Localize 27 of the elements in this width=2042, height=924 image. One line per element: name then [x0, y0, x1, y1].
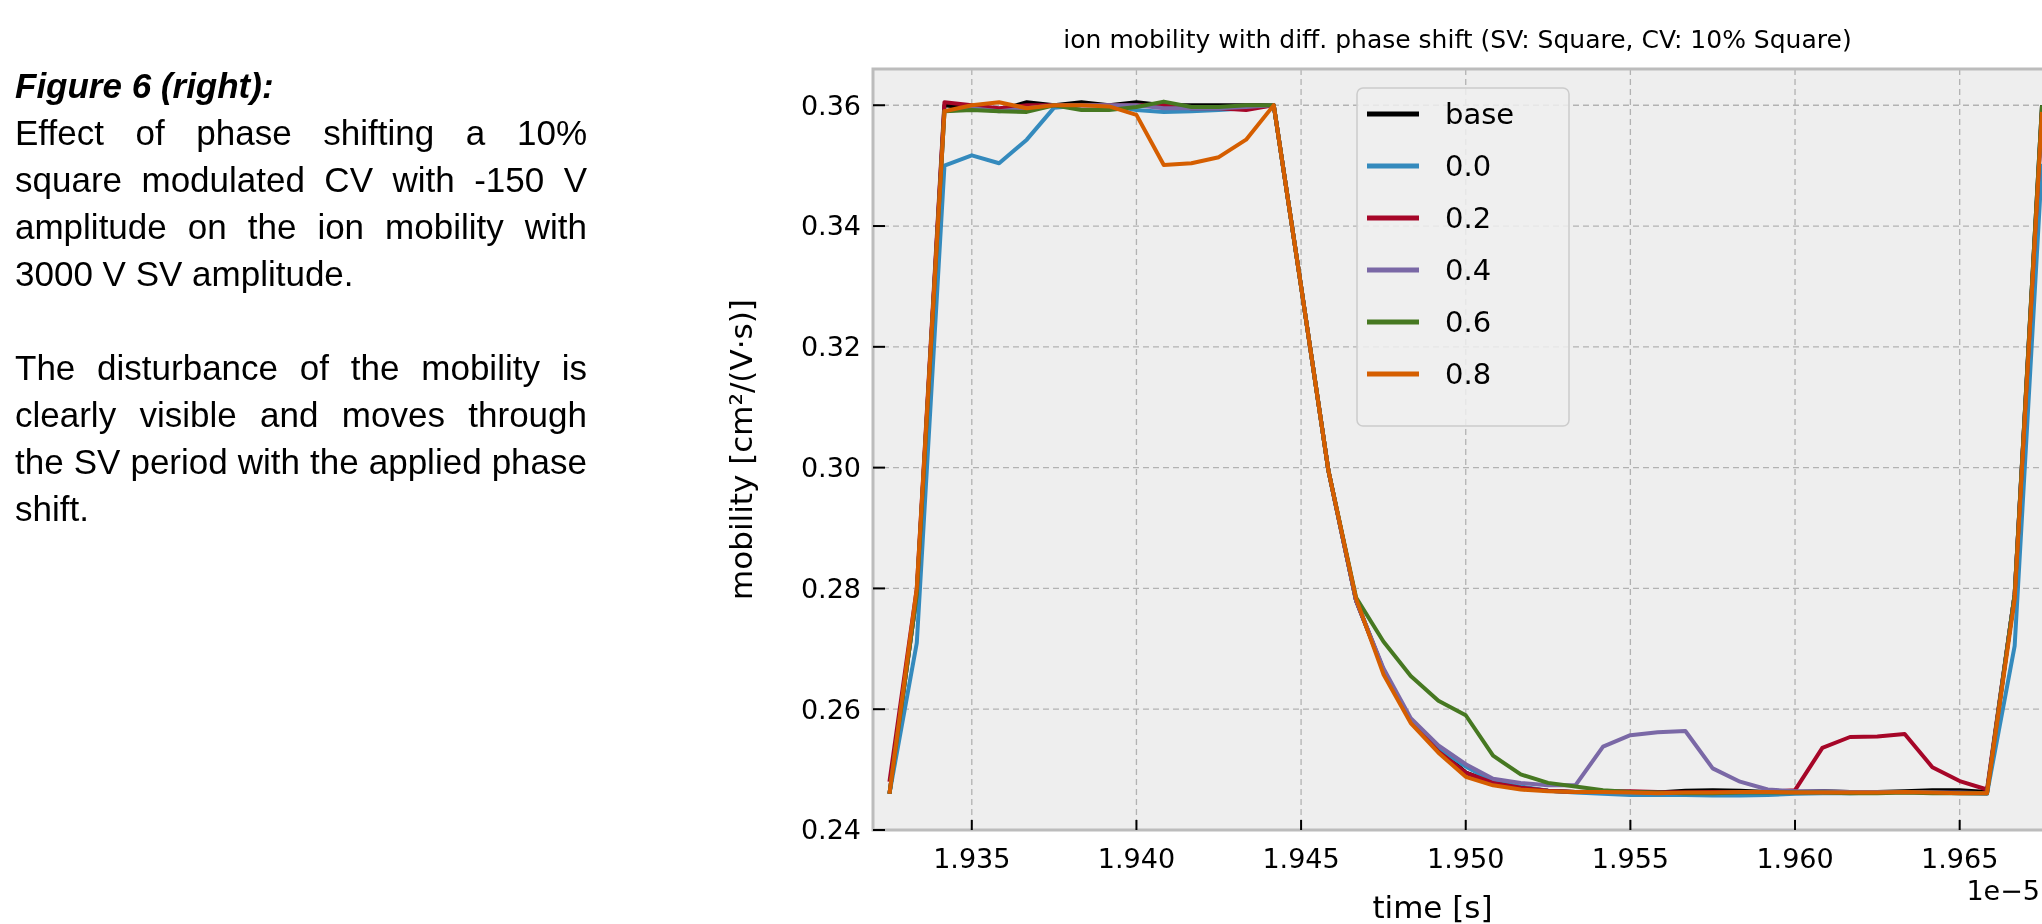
y-tick-label: 0.24: [800, 814, 861, 846]
y-tick-label: 0.30: [800, 452, 861, 484]
text: Effect of phase shifting a 10% square modulated CV with -150 V amplitude on the ion mobility with 3000 V SV amplitude.: [15, 112, 587, 295]
x-tick-label: 1.940: [1097, 843, 1176, 874]
x-axis-title: time [s]: [1372, 889, 1493, 924]
x-tick-label: 1.950: [1427, 843, 1505, 874]
x-tick-label: 1.965: [1921, 843, 1999, 874]
y-axis-title: mobility [cm²/(V·s)]: [723, 299, 759, 600]
text: 1e−5: [1966, 875, 2040, 906]
legend-label: 0.0: [1445, 149, 1492, 184]
caption: Figure 6 (right):: [15, 65, 275, 107]
legend-label: 0.4: [1445, 253, 1492, 288]
legend-label: 0.8: [1445, 357, 1492, 392]
y-tick-label: 0.34: [800, 210, 861, 242]
x-tick-label: 1.945: [1262, 843, 1340, 874]
text: The disturbance of the mobility is clearly visible and moves through the SV period with the applied phase shift.: [15, 347, 587, 530]
y-tick-label: 0.32: [800, 331, 861, 363]
y-tick-label: 0.36: [800, 89, 861, 121]
y-tick-label: 0.26: [800, 693, 861, 725]
x-tick-label: 1.935: [933, 843, 1011, 874]
chart-title: ion mobility with diff. phase shift (SV: Square, CV: 10% Square): [1063, 25, 1852, 54]
legend-label: 0.6: [1445, 305, 1492, 340]
x-tick-label: 1.960: [1756, 843, 1834, 874]
legend-label: base: [1445, 97, 1515, 132]
x-tick-label: 1.955: [1591, 843, 1670, 874]
y-tick-label: 0.28: [800, 572, 861, 604]
legend-label: 0.2: [1445, 201, 1492, 236]
